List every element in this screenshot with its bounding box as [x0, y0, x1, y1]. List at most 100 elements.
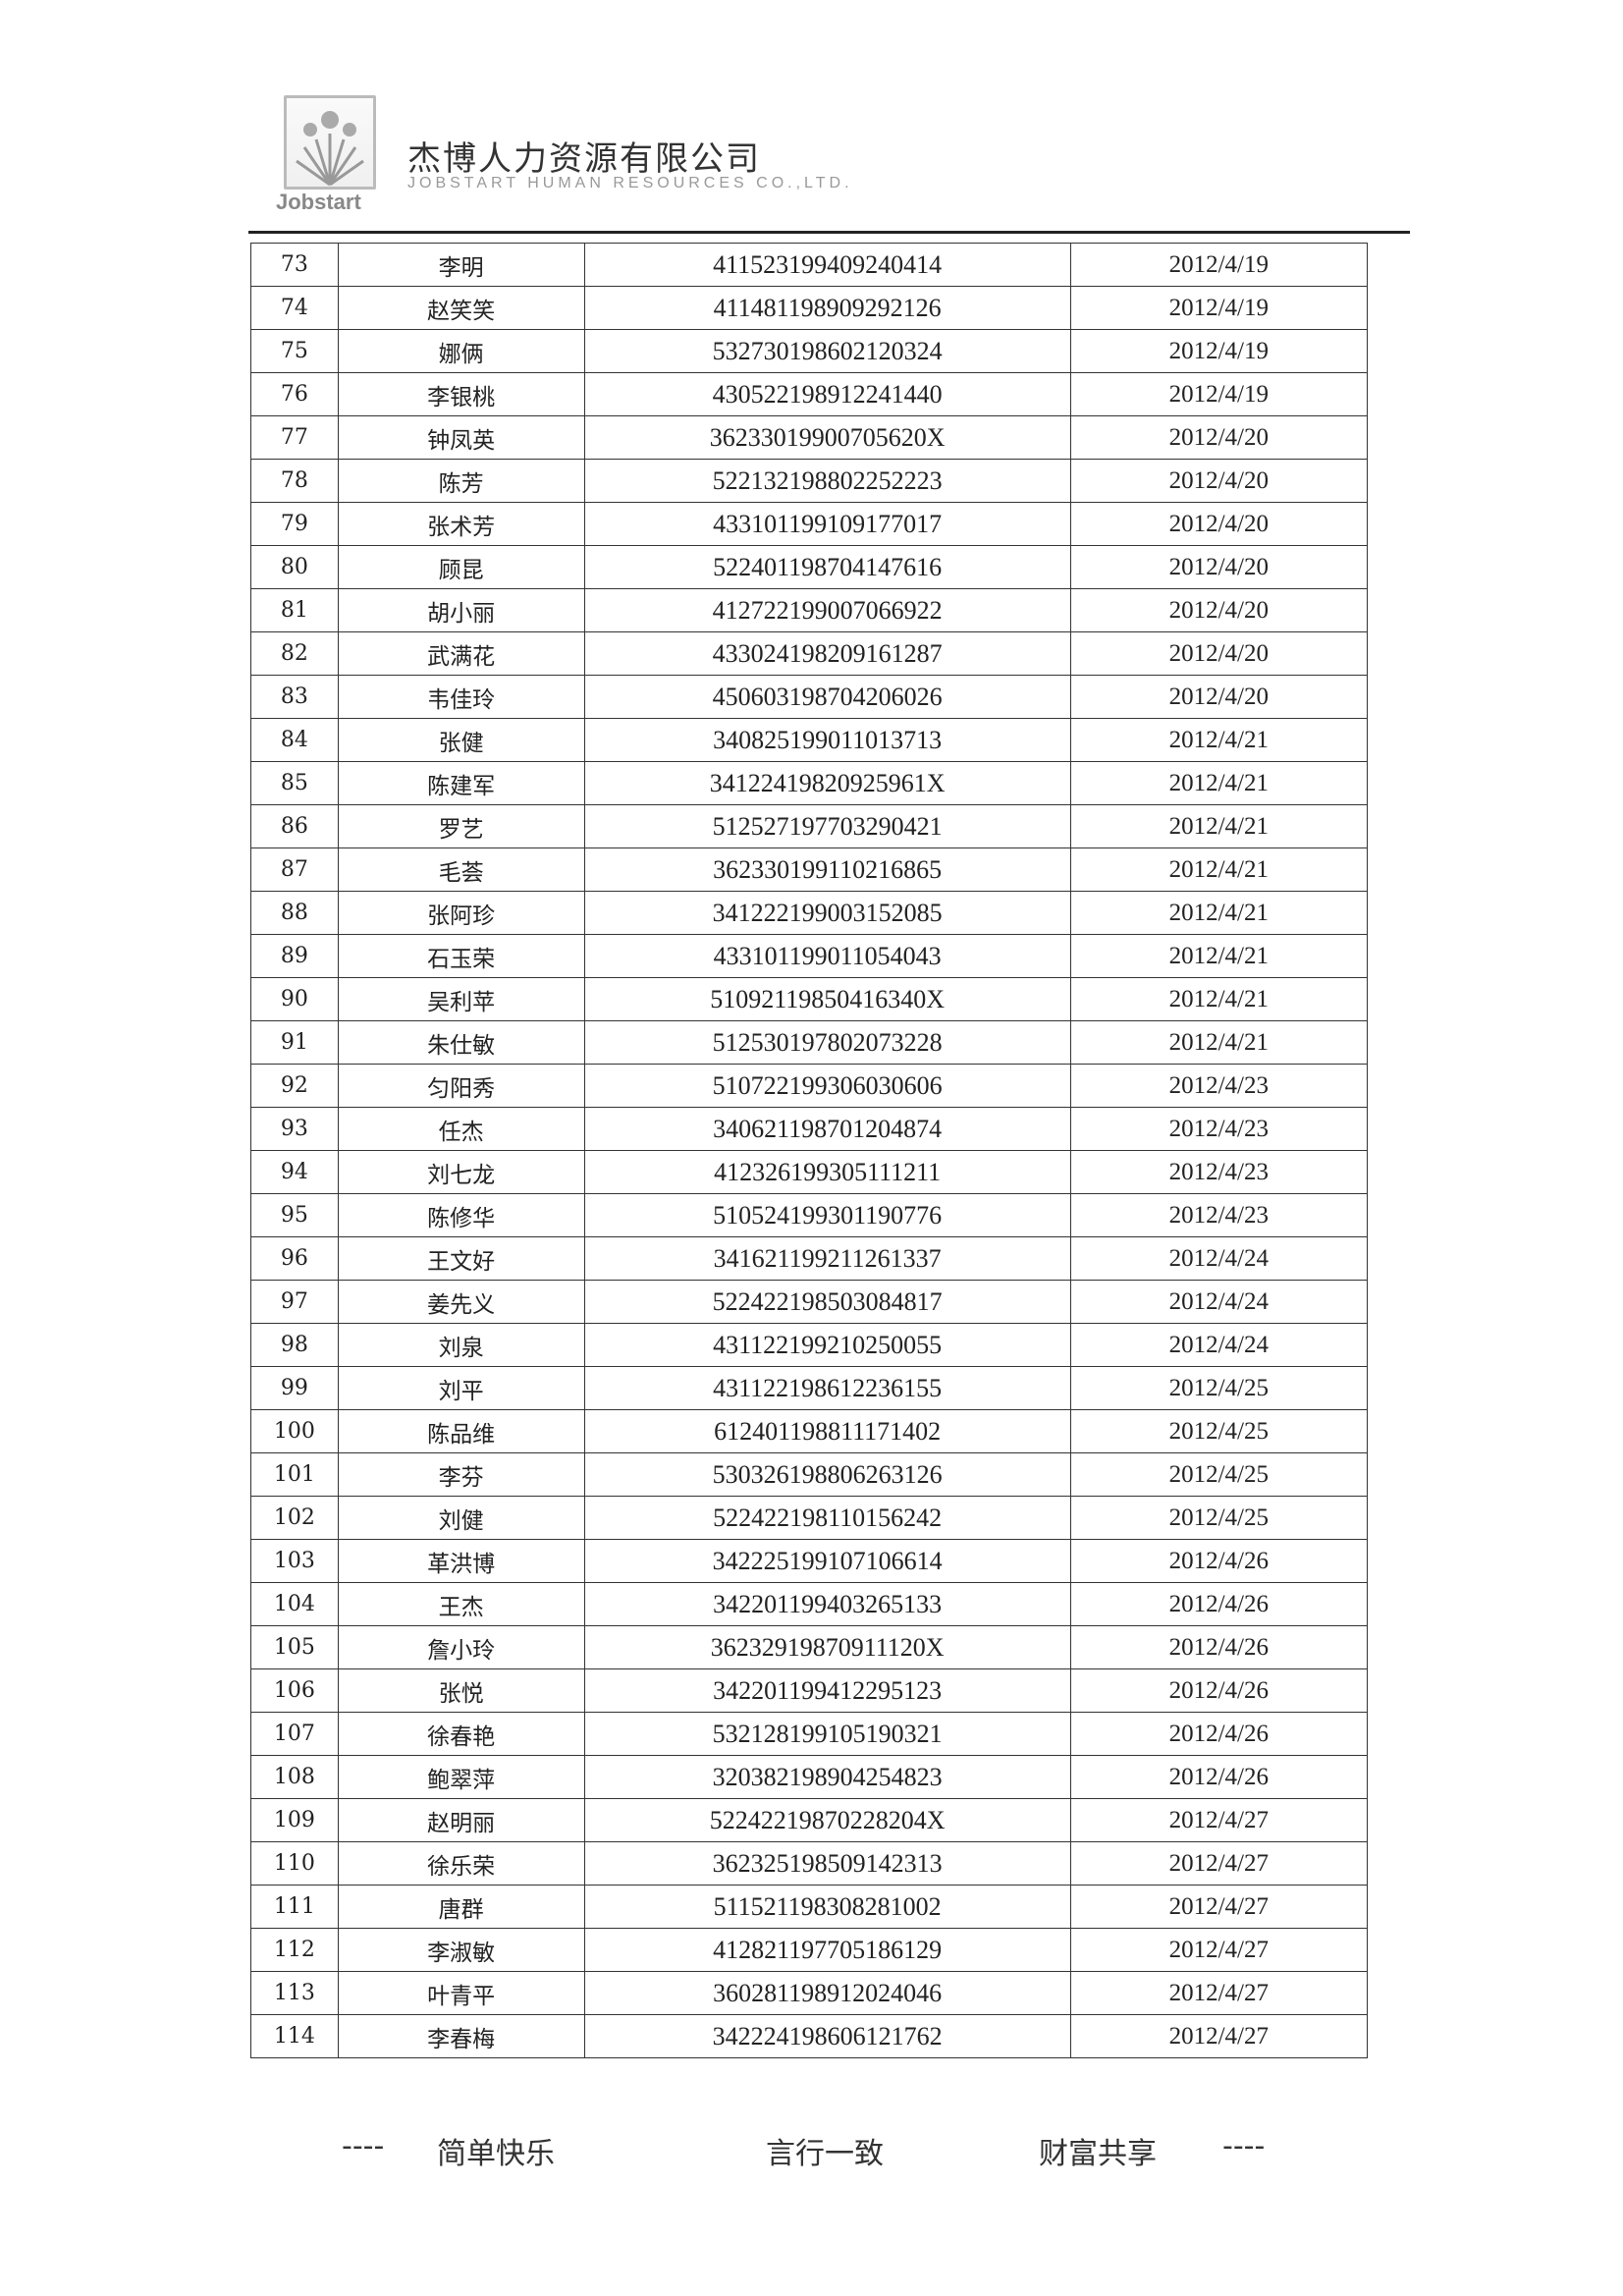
row-number: 94 [250, 1150, 339, 1194]
footer-slogan-1: 简单快乐 [437, 2137, 555, 2171]
id-number-cell: 51092119850416340X [583, 977, 1071, 1021]
table-row: 104 王杰 342201199403265133 2012/4/26 [250, 1582, 1369, 1626]
date-cell: 2012/4/24 [1069, 1323, 1369, 1367]
id-number-cell: 341222199003152085 [583, 891, 1071, 935]
table-row: 106 张悦 342201199412295123 2012/4/26 [250, 1668, 1369, 1713]
row-number: 113 [250, 1971, 339, 2015]
table-row: 80 顾昆 522401198704147616 2012/4/20 [250, 545, 1369, 589]
company-logo: Jobstart [276, 95, 379, 217]
footer-dash-right: ---- [1222, 2129, 1266, 2163]
table-row: 76 李银桃 430522198912241440 2012/4/19 [250, 372, 1369, 416]
table-row: 101 李芬 530326198806263126 2012/4/25 [250, 1452, 1369, 1497]
id-number-cell: 36232919870911120X [583, 1625, 1071, 1669]
date-cell: 2012/4/27 [1069, 1971, 1369, 2015]
employee-table: 73 李明 411523199409240414 2012/4/19 74 赵笑笑 4114… [250, 243, 1369, 2058]
id-number-cell: 342225199107106614 [583, 1539, 1071, 1583]
row-number: 89 [250, 934, 339, 978]
name-cell: 张术芳 [337, 502, 585, 546]
id-number-cell: 52242219870228204X [583, 1798, 1071, 1842]
date-cell: 2012/4/20 [1069, 415, 1369, 460]
date-cell: 2012/4/20 [1069, 545, 1369, 589]
name-cell: 李春梅 [337, 2014, 585, 2058]
table-row: 75 娜俩 532730198602120324 2012/4/19 [250, 329, 1369, 373]
date-cell: 2012/4/19 [1069, 286, 1369, 330]
id-number-cell: 412722199007066922 [583, 588, 1071, 632]
row-number: 103 [250, 1539, 339, 1583]
table-row: 114 李春梅 342224198606121762 2012/4/27 [250, 2014, 1369, 2058]
date-cell: 2012/4/25 [1069, 1452, 1369, 1497]
name-cell: 毛荟 [337, 847, 585, 892]
date-cell: 2012/4/27 [1069, 1841, 1369, 1886]
date-cell: 2012/4/23 [1069, 1064, 1369, 1108]
row-number: 86 [250, 804, 339, 848]
table-row: 98 刘泉 431122199210250055 2012/4/24 [250, 1323, 1369, 1367]
name-cell: 顾昆 [337, 545, 585, 589]
id-number-cell: 412821197705186129 [583, 1928, 1071, 1972]
table-row: 113 叶青平 360281198912024046 2012/4/27 [250, 1971, 1369, 2015]
id-number-cell: 342201199403265133 [583, 1582, 1071, 1626]
table-row: 97 姜先义 522422198503084817 2012/4/24 [250, 1280, 1369, 1324]
row-number: 73 [250, 243, 339, 287]
id-number-cell: 341621199211261337 [583, 1236, 1071, 1281]
row-number: 97 [250, 1280, 339, 1324]
name-cell: 任杰 [337, 1107, 585, 1151]
name-cell: 詹小玲 [337, 1625, 585, 1669]
name-cell: 刘泉 [337, 1323, 585, 1367]
row-number: 111 [250, 1885, 339, 1929]
row-number: 76 [250, 372, 339, 416]
name-cell: 赵笑笑 [337, 286, 585, 330]
row-number: 107 [250, 1712, 339, 1756]
row-number: 84 [250, 718, 339, 762]
date-cell: 2012/4/20 [1069, 675, 1369, 719]
table-row: 110 徐乐荣 362325198509142313 2012/4/27 [250, 1841, 1369, 1886]
table-row: 89 石玉荣 433101199011054043 2012/4/21 [250, 934, 1369, 978]
table-row: 91 朱仕敏 512530197802073228 2012/4/21 [250, 1020, 1369, 1065]
name-cell: 李银桃 [337, 372, 585, 416]
id-number-cell: 34122419820925961X [583, 761, 1071, 805]
table-row: 111 唐群 511521198308281002 2012/4/27 [250, 1885, 1369, 1929]
id-number-cell: 433024198209161287 [583, 631, 1071, 676]
name-cell: 刘健 [337, 1496, 585, 1540]
date-cell: 2012/4/26 [1069, 1625, 1369, 1669]
name-cell: 徐乐荣 [337, 1841, 585, 1886]
date-cell: 2012/4/26 [1069, 1712, 1369, 1756]
id-number-cell: 411523199409240414 [583, 243, 1071, 287]
table-row: 96 王文好 341621199211261337 2012/4/24 [250, 1236, 1369, 1281]
id-number-cell: 522132198802252223 [583, 459, 1071, 503]
name-cell: 叶青平 [337, 1971, 585, 2015]
date-cell: 2012/4/21 [1069, 934, 1369, 978]
id-number-cell: 412326199305111211 [583, 1150, 1071, 1194]
row-number: 83 [250, 675, 339, 719]
id-number-cell: 36233019900705620X [583, 415, 1071, 460]
row-number: 112 [250, 1928, 339, 1972]
table-row: 103 革洪博 342225199107106614 2012/4/26 [250, 1539, 1369, 1583]
name-cell: 武满花 [337, 631, 585, 676]
table-row: 95 陈修华 510524199301190776 2012/4/23 [250, 1193, 1369, 1237]
date-cell: 2012/4/19 [1069, 329, 1369, 373]
id-number-cell: 362325198509142313 [583, 1841, 1071, 1886]
table-row: 73 李明 411523199409240414 2012/4/19 [250, 243, 1369, 287]
table-row: 107 徐春艳 532128199105190321 2012/4/26 [250, 1712, 1369, 1756]
row-number: 90 [250, 977, 339, 1021]
name-cell: 匀阳秀 [337, 1064, 585, 1108]
row-number: 93 [250, 1107, 339, 1151]
table-row: 74 赵笑笑 411481198909292126 2012/4/19 [250, 286, 1369, 330]
row-number: 85 [250, 761, 339, 805]
id-number-cell: 612401198811171402 [583, 1409, 1071, 1453]
table-row: 83 韦佳玲 450603198704206026 2012/4/20 [250, 675, 1369, 719]
row-number: 92 [250, 1064, 339, 1108]
id-number-cell: 340825199011013713 [583, 718, 1071, 762]
table-row: 109 赵明丽 52242219870228204X 2012/4/27 [250, 1798, 1369, 1842]
row-number: 75 [250, 329, 339, 373]
table-row: 88 张阿珍 341222199003152085 2012/4/21 [250, 891, 1369, 935]
header-divider [248, 231, 1410, 234]
name-cell: 张健 [337, 718, 585, 762]
date-cell: 2012/4/26 [1069, 1582, 1369, 1626]
name-cell: 吴利苹 [337, 977, 585, 1021]
table-row: 87 毛荟 362330199110216865 2012/4/21 [250, 847, 1369, 892]
date-cell: 2012/4/21 [1069, 1020, 1369, 1065]
name-cell: 唐群 [337, 1885, 585, 1929]
id-number-cell: 510722199306030606 [583, 1064, 1071, 1108]
row-number: 77 [250, 415, 339, 460]
date-cell: 2012/4/21 [1069, 761, 1369, 805]
